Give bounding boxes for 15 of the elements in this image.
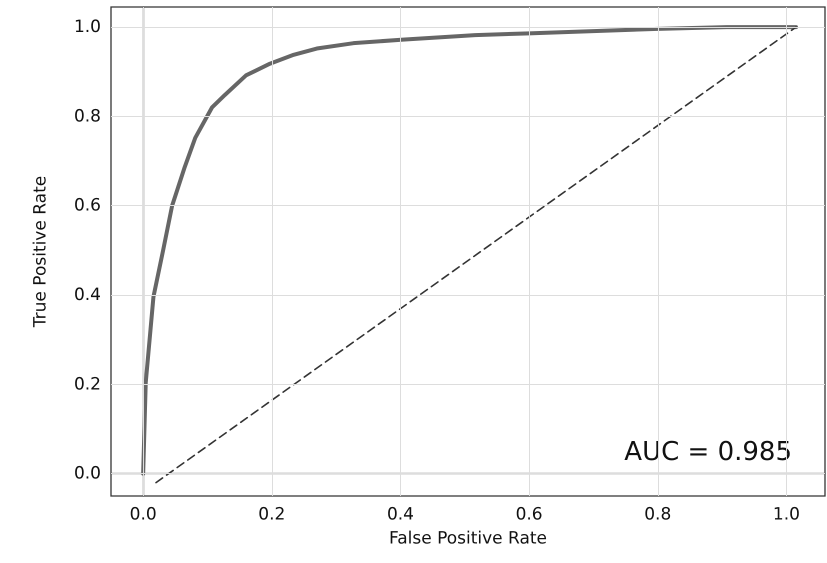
- y-tick-label: 0.4: [74, 285, 101, 306]
- y-axis-title: True Positive Rate: [30, 176, 50, 328]
- y-tick-label: 0.8: [74, 106, 101, 126]
- x-tick-label: 1.0: [772, 504, 800, 524]
- x-tick-label: 0.8: [644, 504, 672, 524]
- x-tick-label: 0.2: [258, 504, 286, 524]
- y-tick-label: 0.0: [74, 464, 101, 484]
- y-tick-label: 1.0: [74, 17, 101, 38]
- y-tick-label: 0.2: [74, 374, 101, 394]
- x-tick-label: 0.4: [386, 504, 414, 524]
- y-tick-label: 0.6: [74, 196, 101, 216]
- x-tick-label: 0.0: [130, 504, 157, 524]
- x-axis-title: False Positive Rate: [389, 528, 547, 548]
- annotation: AUC = 0.985: [624, 437, 792, 467]
- x-tick-label: 0.6: [516, 504, 543, 524]
